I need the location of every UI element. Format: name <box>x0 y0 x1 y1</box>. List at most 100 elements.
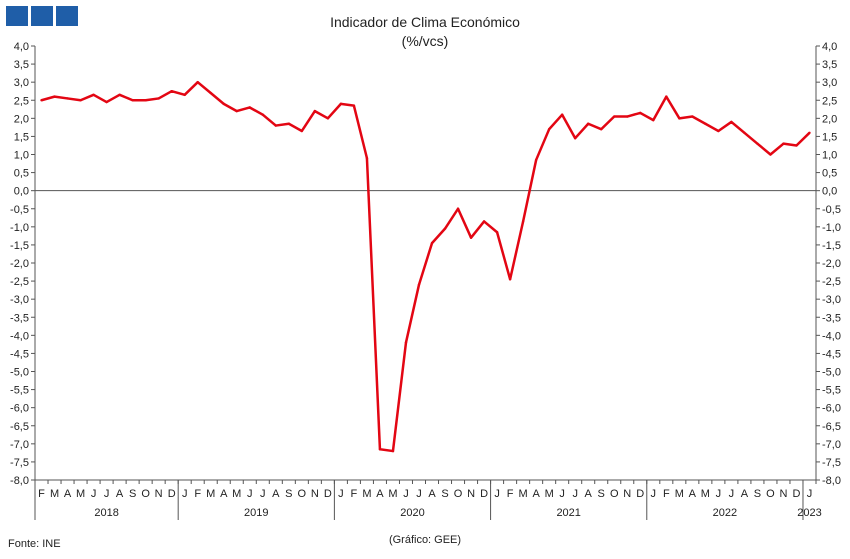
y-tick-label-right: -1,5 <box>822 240 841 252</box>
data-point <box>183 93 186 97</box>
data-point <box>157 97 160 100</box>
y-tick-label-right: 3,0 <box>822 77 837 89</box>
x-tick-label-month: M <box>519 488 528 500</box>
data-point <box>326 117 330 120</box>
y-tick-label-left: -3,5 <box>10 312 29 324</box>
y-tick-label-left: 0,0 <box>14 186 29 198</box>
y-tick-label-right: -0,5 <box>822 204 841 216</box>
y-tick-label-right: 1,5 <box>822 131 837 143</box>
x-tick-label-month: A <box>272 488 280 500</box>
data-point <box>639 111 642 115</box>
x-tick-label-month: S <box>598 488 605 500</box>
data-point <box>209 91 212 95</box>
y-tick-label-left: -4,0 <box>10 330 29 342</box>
data-point <box>170 90 173 93</box>
y-tick-label-right: -4,0 <box>822 330 841 342</box>
x-tick-label-year: 2018 <box>94 507 118 519</box>
y-tick-label-left: -2,5 <box>10 276 29 288</box>
data-point <box>105 100 108 104</box>
y-tick-label-left: -0,5 <box>10 204 29 216</box>
y-tick-label-left: 0,5 <box>14 168 29 180</box>
data-point <box>40 99 43 102</box>
x-tick-label-month: D <box>324 488 332 500</box>
y-tick-label-left: -4,5 <box>10 348 29 360</box>
y-tick-label-right: 0,0 <box>822 186 837 198</box>
data-point <box>691 115 694 118</box>
logo-block <box>56 6 78 26</box>
x-tick-label-month: J <box>559 488 565 500</box>
chart-credit: (Gráfico: GEE) <box>388 534 462 546</box>
x-tick-label-month: J <box>247 488 253 500</box>
y-tick-label-left: -5,5 <box>10 385 29 397</box>
x-tick-label-month: J <box>729 488 735 500</box>
x-tick-label-month: O <box>766 488 775 500</box>
logo <box>6 6 78 26</box>
series-line <box>41 80 811 453</box>
x-tick-label-month: D <box>792 488 800 500</box>
x-tick-label-month: J <box>338 488 344 500</box>
chart-title: Indicador de Clima Económico <box>330 14 520 30</box>
source-note: Fonte: INE <box>8 538 61 550</box>
x-tick-label-month: D <box>636 488 644 500</box>
data-point <box>743 131 746 134</box>
data-point <box>248 106 251 109</box>
x-tick-label-month: D <box>480 488 488 500</box>
y-tick-label-right: -5,5 <box>822 385 841 397</box>
data-point <box>66 97 69 100</box>
data-point <box>391 449 395 453</box>
chart-subtitle: (%/vcs) <box>401 33 449 49</box>
y-tick-label-right: -2,5 <box>822 276 841 288</box>
data-point <box>352 104 356 107</box>
data-point <box>235 109 238 113</box>
x-tick-label-month: M <box>388 488 397 500</box>
y-tick-label-right: -3,0 <box>822 294 841 306</box>
y-tick-label-right: 3,5 <box>822 59 837 71</box>
x-tick-label-month: A <box>585 488 593 500</box>
data-point <box>495 231 499 234</box>
x-tick-label-month: J <box>494 488 500 500</box>
x-tick-label-month: F <box>507 488 514 500</box>
y-tick-label-right: -2,0 <box>822 258 841 270</box>
data-point <box>365 156 369 160</box>
data-point <box>404 341 408 344</box>
x-tick-label-month: N <box>155 488 163 500</box>
x-tick-label-month: N <box>311 488 319 500</box>
data-point <box>339 102 343 106</box>
y-tick-label-left: 2,5 <box>14 95 29 107</box>
y-tick-label-right: 0,5 <box>822 168 837 180</box>
x-tick-label-month: A <box>532 488 540 500</box>
x-tick-label-month: S <box>285 488 292 500</box>
x-tick-label-month: M <box>50 488 59 500</box>
y-tick-label-right: -4,5 <box>822 348 841 360</box>
x-tick-label-month: F <box>663 488 670 500</box>
data-point <box>508 278 512 281</box>
data-point <box>274 124 278 127</box>
y-tick-label-left: -8,0 <box>10 475 29 487</box>
y-tick-label-left: -6,0 <box>10 403 29 415</box>
data-point <box>118 93 121 97</box>
x-tick-label-month: J <box>91 488 97 500</box>
x-tick-label-month: A <box>220 488 228 500</box>
x-tick-label-month: J <box>403 488 409 500</box>
x-tick-label-year: 2020 <box>400 507 424 519</box>
data-point <box>652 118 655 122</box>
data-point <box>300 129 304 133</box>
data-point <box>378 448 382 451</box>
data-point <box>600 127 603 131</box>
y-tick-label-left: -6,5 <box>10 421 29 433</box>
x-tick-label-month: J <box>260 488 266 500</box>
data-point <box>456 207 460 210</box>
data-point <box>313 109 317 113</box>
y-tick-label-right: -5,0 <box>822 367 841 379</box>
x-tick-label-month: M <box>232 488 241 500</box>
data-point <box>756 142 759 145</box>
x-tick-label-year: 2021 <box>556 507 580 519</box>
logo-block <box>6 6 28 26</box>
data-point <box>196 80 199 84</box>
y-tick-label-left: -1,0 <box>10 222 29 234</box>
x-tick-label-month: M <box>76 488 85 500</box>
y-tick-label-left: -5,0 <box>10 367 29 379</box>
y-tick-label-right: 1,0 <box>822 150 837 162</box>
y-tick-label-right: 2,5 <box>822 95 837 107</box>
y-tick-label-left: 4,0 <box>14 41 29 53</box>
